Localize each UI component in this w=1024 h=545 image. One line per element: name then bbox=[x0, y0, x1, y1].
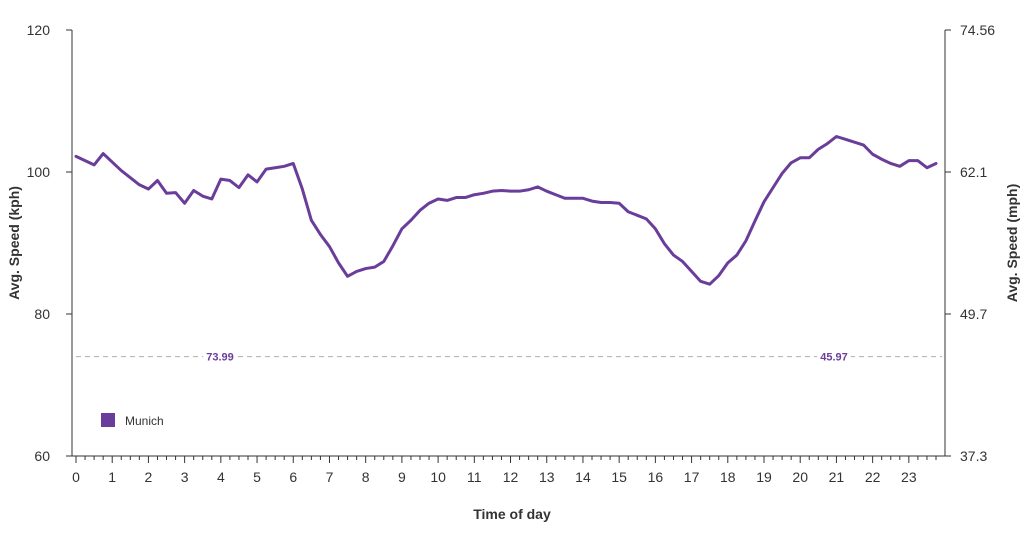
left-y-tick-label: 100 bbox=[27, 164, 51, 180]
x-tick-label: 5 bbox=[253, 469, 261, 485]
x-tick-label: 8 bbox=[362, 469, 370, 485]
right-y-tick-label: 49.7 bbox=[960, 306, 987, 322]
left-y-axis-ticks: 60 80 100 120 bbox=[27, 22, 72, 464]
legend-swatch-munich bbox=[101, 413, 115, 427]
x-tick-label: 18 bbox=[720, 469, 736, 485]
x-tick-label: 4 bbox=[217, 469, 225, 485]
right-y-axis-ticks: 37.3 49.7 62.1 74.56 bbox=[945, 22, 995, 464]
right-y-tick-label: 62.1 bbox=[960, 164, 987, 180]
x-tick-label: 22 bbox=[865, 469, 881, 485]
reference-label-right: 45.97 bbox=[820, 352, 848, 364]
x-tick-label: 14 bbox=[575, 469, 591, 485]
left-y-tick-label: 120 bbox=[27, 22, 51, 38]
series-line-munich bbox=[74, 135, 938, 286]
x-tick-label: 19 bbox=[756, 469, 772, 485]
x-tick-label: 15 bbox=[611, 469, 627, 485]
x-tick-label: 17 bbox=[684, 469, 700, 485]
x-tick-label: 13 bbox=[539, 469, 555, 485]
x-tick-label: 16 bbox=[648, 469, 664, 485]
legend-label-munich: Munich bbox=[125, 414, 164, 428]
reference-label-left: 73.99 bbox=[206, 352, 234, 364]
x-tick-label: 20 bbox=[792, 469, 808, 485]
right-y-tick-label: 37.3 bbox=[960, 448, 987, 464]
x-tick-label: 10 bbox=[430, 469, 446, 485]
x-tick-label: 9 bbox=[398, 469, 406, 485]
x-tick-label: 7 bbox=[326, 469, 334, 485]
x-tick-label: 6 bbox=[289, 469, 297, 485]
x-axis-title: Time of day bbox=[473, 506, 551, 522]
right-y-tick-label: 74.56 bbox=[960, 22, 995, 38]
reference-label-background bbox=[817, 351, 851, 364]
x-tick-label: 11 bbox=[467, 469, 482, 485]
x-axis-ticks: 0 1 2 3 4 5 6 7 8 9 10 11 12 13 14 15 16 17 18 19 20 21 22 23 bbox=[72, 456, 937, 485]
x-tick-label: 0 bbox=[72, 469, 80, 485]
right-y-axis-title: Avg. Speed (mph) bbox=[1004, 184, 1020, 303]
x-tick-label: 3 bbox=[181, 469, 189, 485]
x-tick-label: 12 bbox=[503, 469, 519, 485]
x-tick-label: 2 bbox=[145, 469, 153, 485]
x-tick-label: 21 bbox=[829, 469, 845, 485]
x-tick-label: 1 bbox=[108, 469, 116, 485]
reference-label-background bbox=[203, 351, 237, 364]
left-y-axis-title: Avg. Speed (kph) bbox=[6, 186, 22, 300]
left-y-tick-label: 80 bbox=[34, 306, 50, 322]
x-tick-label: 23 bbox=[901, 469, 917, 485]
left-y-tick-label: 60 bbox=[34, 448, 50, 464]
